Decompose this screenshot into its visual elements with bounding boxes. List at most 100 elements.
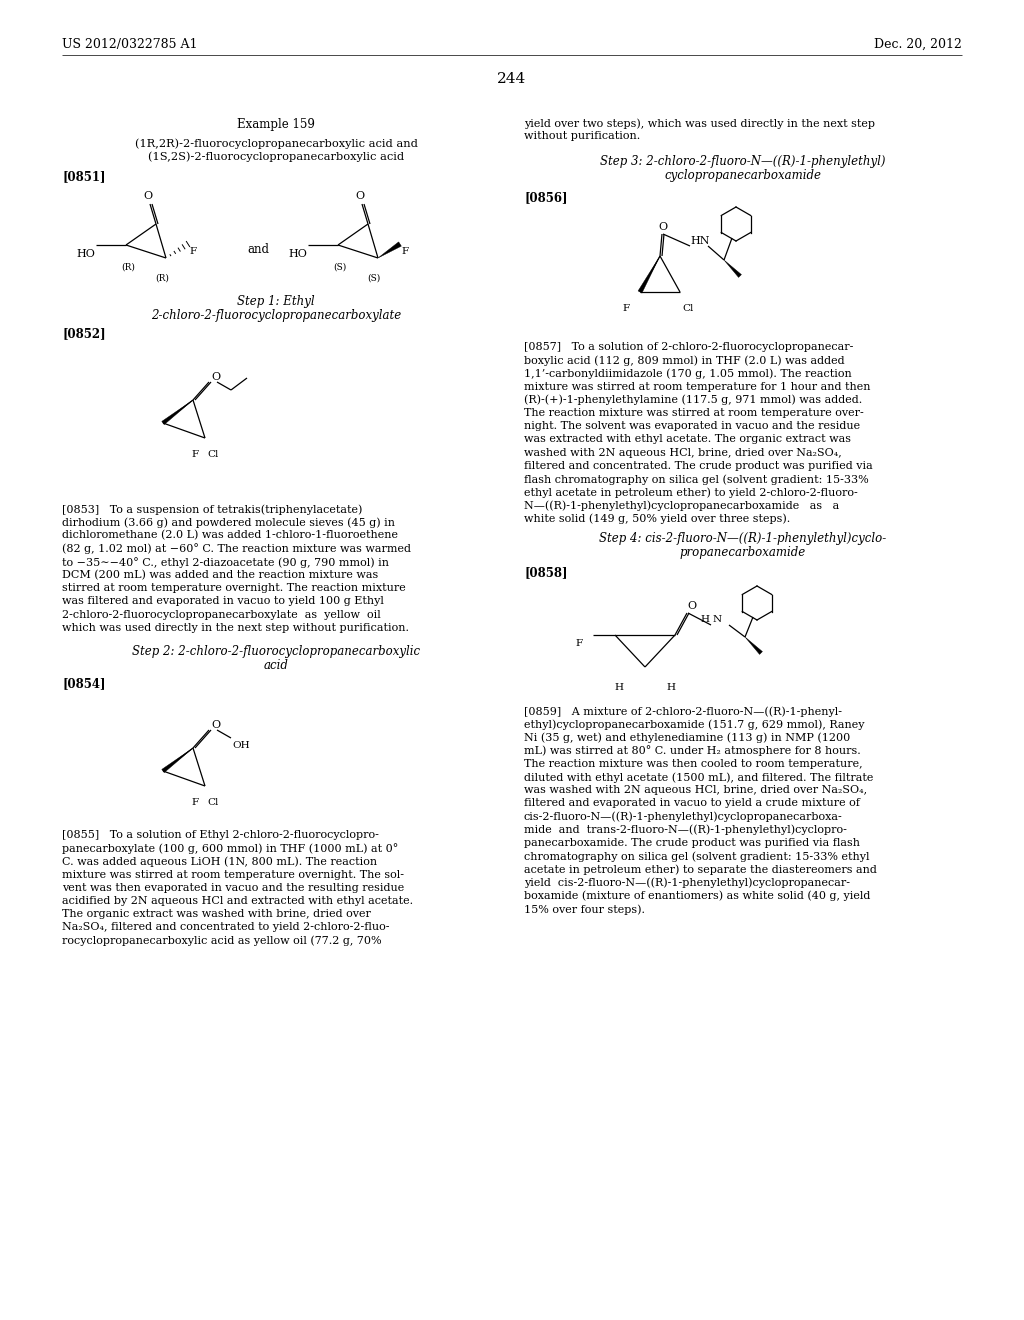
Text: F: F [623, 304, 630, 313]
Polygon shape [638, 256, 660, 293]
Text: rocyclopropanecarboxylic acid as yellow oil (77.2 g, 70%: rocyclopropanecarboxylic acid as yellow … [62, 936, 382, 946]
Text: (R): (R) [155, 275, 169, 282]
Text: (82 g, 1.02 mol) at −60° C. The reaction mixture was warmed: (82 g, 1.02 mol) at −60° C. The reaction… [62, 544, 411, 554]
Text: mL) was stirred at 80° C. under H₂ atmosphere for 8 hours.: mL) was stirred at 80° C. under H₂ atmos… [524, 746, 861, 756]
Text: white solid (149 g, 50% yield over three steps).: white solid (149 g, 50% yield over three… [524, 513, 791, 524]
Text: Step 3: 2-chloro-2-fluoro-N—((R)-1-phenylethyl): Step 3: 2-chloro-2-fluoro-N—((R)-1-pheny… [600, 154, 886, 168]
Text: yield  cis-2-fluoro-N—((R)-1-phenylethyl)cyclopropanecar-: yield cis-2-fluoro-N—((R)-1-phenylethyl)… [524, 878, 850, 888]
Text: US 2012/0322785 A1: US 2012/0322785 A1 [62, 38, 198, 51]
Text: H: H [614, 682, 624, 692]
Text: boxylic acid (112 g, 809 mmol) in THF (2.0 L) was added: boxylic acid (112 g, 809 mmol) in THF (2… [524, 355, 845, 366]
Text: Na₂SO₄, filtered and concentrated to yield 2-chloro-2-fluo-: Na₂SO₄, filtered and concentrated to yie… [62, 923, 389, 932]
Text: dichloromethane (2.0 L) was added 1-chloro-1-fluoroethene: dichloromethane (2.0 L) was added 1-chlo… [62, 531, 398, 541]
Text: stirred at room temperature overnight. The reaction mixture: stirred at room temperature overnight. T… [62, 583, 406, 593]
Text: washed with 2N aqueous HCl, brine, dried over Na₂SO₄,: washed with 2N aqueous HCl, brine, dried… [524, 447, 842, 458]
Polygon shape [378, 242, 401, 257]
Text: night. The solvent was evaporated in vacuo and the residue: night. The solvent was evaporated in vac… [524, 421, 860, 432]
Text: [0854]: [0854] [62, 677, 105, 690]
Text: Ni (35 g, wet) and ethylenediamine (113 g) in NMP (1200: Ni (35 g, wet) and ethylenediamine (113 … [524, 733, 850, 743]
Text: panecarboxamide. The crude product was purified via flash: panecarboxamide. The crude product was p… [524, 838, 860, 847]
Text: without purification.: without purification. [524, 131, 640, 141]
Text: vent was then evaporated in vacuo and the resulting residue: vent was then evaporated in vacuo and th… [62, 883, 404, 892]
Text: mixture was stirred at room temperature for 1 hour and then: mixture was stirred at room temperature … [524, 381, 870, 392]
Text: C. was added aqueous LiOH (1N, 800 mL). The reaction: C. was added aqueous LiOH (1N, 800 mL). … [62, 857, 377, 867]
Text: O: O [355, 191, 365, 201]
Text: Example 159: Example 159 [238, 117, 315, 131]
Text: O: O [211, 719, 220, 730]
Text: cyclopropanecarboxamide: cyclopropanecarboxamide [665, 169, 821, 182]
Text: Step 4: cis-2-fluoro-N—((R)-1-phenylethyl)cyclo-: Step 4: cis-2-fluoro-N—((R)-1-phenylethy… [599, 532, 887, 545]
Text: (R)-(+)-1-phenylethylamine (117.5 g, 971 mmol) was added.: (R)-(+)-1-phenylethylamine (117.5 g, 971… [524, 395, 862, 405]
Text: chromatography on silica gel (solvent gradient: 15-33% ethyl: chromatography on silica gel (solvent gr… [524, 851, 869, 862]
Text: N—((R)-1-phenylethyl)cyclopropanecarboxamide   as   a: N—((R)-1-phenylethyl)cyclopropanecarboxa… [524, 500, 840, 511]
Text: was filtered and evaporated in vacuo to yield 100 g Ethyl: was filtered and evaporated in vacuo to … [62, 597, 384, 606]
Text: [0859]   A mixture of 2-chloro-2-fluoro-N—((R)-1-phenyl-: [0859] A mixture of 2-chloro-2-fluoro-N—… [524, 706, 842, 717]
Text: ethyl)cyclopropanecarboxamide (151.7 g, 629 mmol), Raney: ethyl)cyclopropanecarboxamide (151.7 g, … [524, 719, 864, 730]
Text: DCM (200 mL) was added and the reaction mixture was: DCM (200 mL) was added and the reaction … [62, 570, 378, 581]
Polygon shape [162, 400, 193, 425]
Text: H: H [667, 682, 676, 692]
Text: H: H [700, 615, 710, 624]
Text: acid: acid [263, 659, 289, 672]
Polygon shape [724, 260, 741, 277]
Text: N: N [713, 615, 722, 624]
Text: Cl: Cl [207, 799, 218, 807]
Text: which was used directly in the next step without purification.: which was used directly in the next step… [62, 623, 409, 632]
Text: OH: OH [232, 741, 250, 750]
Text: mide  and  trans-2-fluoro-N—((R)-1-phenylethyl)cyclopro-: mide and trans-2-fluoro-N—((R)-1-phenyle… [524, 825, 847, 836]
Text: F: F [401, 247, 409, 256]
Text: [0855]   To a solution of Ethyl 2-chloro-2-fluorocyclopro-: [0855] To a solution of Ethyl 2-chloro-2… [62, 830, 379, 840]
Text: HO: HO [288, 249, 307, 259]
Text: [0851]: [0851] [62, 170, 105, 183]
Text: 15% over four steps).: 15% over four steps). [524, 904, 645, 915]
Text: HO: HO [76, 249, 95, 259]
Polygon shape [745, 638, 763, 655]
Text: (R): (R) [121, 263, 135, 272]
Text: yield over two steps), which was used directly in the next step: yield over two steps), which was used di… [524, 117, 874, 128]
Text: was washed with 2N aqueous HCl, brine, dried over Na₂SO₄,: was washed with 2N aqueous HCl, brine, d… [524, 785, 867, 795]
Text: [0852]: [0852] [62, 327, 105, 341]
Text: F: F [189, 247, 197, 256]
Text: O: O [658, 222, 668, 232]
Text: boxamide (mixture of enantiomers) as white solid (40 g, yield: boxamide (mixture of enantiomers) as whi… [524, 891, 870, 902]
Text: 244: 244 [498, 73, 526, 86]
Text: The reaction mixture was stirred at room temperature over-: The reaction mixture was stirred at room… [524, 408, 864, 418]
Text: (S): (S) [368, 275, 381, 282]
Text: The organic extract was washed with brine, dried over: The organic extract was washed with brin… [62, 909, 371, 919]
Text: 2-chloro-2-fluorocyclopropanecarboxylate: 2-chloro-2-fluorocyclopropanecarboxylate [151, 309, 401, 322]
Text: O: O [143, 191, 153, 201]
Text: (S): (S) [334, 263, 347, 272]
Text: ethyl acetate in petroleum ether) to yield 2-chloro-2-fluoro-: ethyl acetate in petroleum ether) to yie… [524, 487, 858, 498]
Text: O: O [687, 601, 696, 611]
Text: [0858]: [0858] [524, 566, 567, 579]
Polygon shape [162, 748, 193, 772]
Text: [0857]   To a solution of 2-chloro-2-fluorocyclopropanecar-: [0857] To a solution of 2-chloro-2-fluor… [524, 342, 853, 352]
Text: Step 1: Ethyl: Step 1: Ethyl [238, 294, 314, 308]
Text: F: F [575, 639, 583, 648]
Text: 2-chloro-2-fluorocyclopropanecarboxylate  as  yellow  oil: 2-chloro-2-fluorocyclopropanecarboxylate… [62, 610, 381, 619]
Text: cis-2-fluoro-N—((R)-1-phenylethyl)cyclopropanecarboxa-: cis-2-fluoro-N—((R)-1-phenylethyl)cyclop… [524, 812, 843, 822]
Text: dirhodium (3.66 g) and powdered molecule sieves (45 g) in: dirhodium (3.66 g) and powdered molecule… [62, 517, 395, 528]
Text: acetate in petroleum ether) to separate the diastereomers and: acetate in petroleum ether) to separate … [524, 865, 877, 875]
Text: F: F [191, 450, 198, 459]
Text: [0856]: [0856] [524, 191, 567, 205]
Text: Dec. 20, 2012: Dec. 20, 2012 [874, 38, 962, 51]
Text: diluted with ethyl acetate (1500 mL), and filtered. The filtrate: diluted with ethyl acetate (1500 mL), an… [524, 772, 873, 783]
Text: propanecarboxamide: propanecarboxamide [680, 546, 806, 558]
Text: acidified by 2N aqueous HCl and extracted with ethyl acetate.: acidified by 2N aqueous HCl and extracte… [62, 896, 413, 906]
Text: flash chromatography on silica gel (solvent gradient: 15-33%: flash chromatography on silica gel (solv… [524, 474, 868, 484]
Text: filtered and evaporated in vacuo to yield a crude mixture of: filtered and evaporated in vacuo to yiel… [524, 799, 860, 808]
Text: panecarboxylate (100 g, 600 mmol) in THF (1000 mL) at 0°: panecarboxylate (100 g, 600 mmol) in THF… [62, 843, 398, 854]
Text: (1R,2R)-2-fluorocyclopropanecarboxylic acid and: (1R,2R)-2-fluorocyclopropanecarboxylic a… [134, 139, 418, 149]
Text: [0853]   To a suspension of tetrakis(triphenylacetate): [0853] To a suspension of tetrakis(triph… [62, 504, 362, 515]
Text: was extracted with ethyl acetate. The organic extract was: was extracted with ethyl acetate. The or… [524, 434, 851, 445]
Text: Cl: Cl [207, 450, 218, 459]
Text: Cl: Cl [682, 304, 693, 313]
Text: The reaction mixture was then cooled to room temperature,: The reaction mixture was then cooled to … [524, 759, 862, 768]
Text: HN: HN [690, 236, 710, 246]
Text: F: F [191, 799, 198, 807]
Text: 1,1’-carbonyldiimidazole (170 g, 1.05 mmol). The reaction: 1,1’-carbonyldiimidazole (170 g, 1.05 mm… [524, 368, 852, 379]
Text: Step 2: 2-chloro-2-fluorocyclopropanecarboxylic: Step 2: 2-chloro-2-fluorocyclopropanecar… [132, 645, 420, 657]
Text: and: and [247, 243, 269, 256]
Text: (1S,2S)-2-fluorocyclopropanecarboxylic acid: (1S,2S)-2-fluorocyclopropanecarboxylic a… [147, 150, 404, 161]
